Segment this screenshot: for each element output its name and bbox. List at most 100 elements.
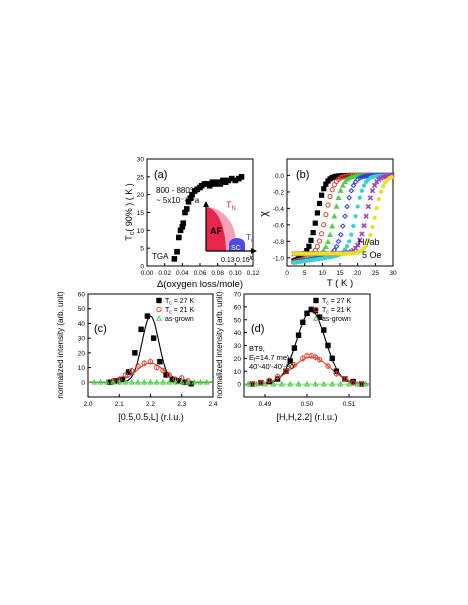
susceptibility-point xyxy=(319,251,324,256)
tc-vs-oxygen-loss-point xyxy=(174,248,180,255)
tn-label: TN xyxy=(226,200,236,212)
susceptibility-point xyxy=(291,251,297,256)
susceptibility-point xyxy=(351,223,356,229)
intensity-point xyxy=(172,379,179,385)
intensity-point xyxy=(147,358,154,365)
susceptibility-point xyxy=(328,255,333,260)
susceptibility-point xyxy=(323,251,328,256)
susceptibility-point xyxy=(371,182,378,189)
susceptibility-point xyxy=(365,203,371,210)
intensity-point xyxy=(122,379,129,385)
susceptibility-point xyxy=(302,251,307,256)
x-tick-label: 10 xyxy=(319,270,327,277)
sc-dome xyxy=(229,238,245,251)
intensity-point xyxy=(345,380,353,387)
legend-label: as-grown xyxy=(165,316,194,323)
x-tick-label: 0.08 xyxy=(211,270,224,277)
susceptibility-point xyxy=(339,182,346,188)
susceptibility-point xyxy=(298,259,303,264)
legend-label: Tc = 27 K xyxy=(165,298,194,307)
intensity-point xyxy=(141,379,148,385)
susceptibility-point xyxy=(361,173,367,180)
panel-label-c: (c) xyxy=(94,323,107,335)
susceptibility-point xyxy=(308,237,314,243)
y-tick-label: -0.2 xyxy=(273,189,285,196)
susceptibility-point xyxy=(328,251,333,256)
intensity-point xyxy=(245,380,252,387)
legend-marker xyxy=(312,315,320,321)
susceptibility-point xyxy=(310,229,316,236)
intensity-point xyxy=(320,380,327,387)
intensity-point xyxy=(316,356,323,363)
susceptibility-point xyxy=(325,255,331,260)
susceptibility-point xyxy=(316,238,323,244)
susceptibility-point xyxy=(306,251,312,256)
susceptibility-point xyxy=(346,194,352,201)
intensity-point xyxy=(304,310,310,317)
susceptibility-point xyxy=(332,254,337,259)
susceptibility-point xyxy=(315,257,320,262)
intensity-point xyxy=(159,379,167,385)
susceptibility-point xyxy=(327,231,334,238)
susceptibility-point xyxy=(366,239,371,244)
susceptibility-point xyxy=(349,251,354,256)
susceptibility-point xyxy=(336,251,341,256)
susceptibility-point xyxy=(319,231,325,237)
susceptibility-point xyxy=(319,192,325,198)
panel-label-b: (b) xyxy=(296,169,309,181)
x-tick-label: 0.51 xyxy=(343,401,356,408)
x-tick-label: 0 xyxy=(285,270,289,277)
susceptibility-point xyxy=(323,255,328,260)
intensity-point xyxy=(300,319,306,326)
legend-marker xyxy=(156,297,162,304)
inset-tick-1: 0.13 xyxy=(221,257,235,264)
susceptibility-point xyxy=(333,203,340,209)
susceptibility-point xyxy=(376,197,381,202)
susceptibility-point xyxy=(321,222,327,228)
intensity-point xyxy=(291,362,298,368)
intensity-point xyxy=(283,368,289,374)
intensity-point xyxy=(270,380,277,387)
intensity-point xyxy=(163,372,169,378)
y-axis-label-c: normalized intensity (arb. unit) xyxy=(56,291,65,398)
susceptibility-point xyxy=(329,187,335,193)
susceptibility-point xyxy=(323,211,329,218)
susceptibility-point xyxy=(329,223,336,229)
y-axis-label-a: Tc( 90% ) ( K ) xyxy=(124,183,136,241)
intensity-point xyxy=(153,379,160,385)
intensity-point xyxy=(141,360,147,366)
y-tick-label: 20 xyxy=(137,192,145,199)
intensity-point xyxy=(291,345,298,351)
susceptibility-point xyxy=(314,210,320,216)
susceptibility-point xyxy=(342,251,348,256)
intensity-point xyxy=(278,380,285,387)
y-tick-label: 0 xyxy=(237,382,241,389)
intensity-point xyxy=(169,376,176,383)
susceptibility-point xyxy=(340,251,345,256)
susceptibility-point xyxy=(355,204,360,209)
susceptibility-point xyxy=(311,257,316,262)
intensity-point xyxy=(249,381,256,387)
susceptibility-point xyxy=(321,186,327,192)
inset-x-label: x xyxy=(248,253,254,262)
y-axis-label-d: normalized intensity (arb. unit) xyxy=(215,291,224,398)
susceptibility-point xyxy=(337,187,344,193)
susceptibility-point xyxy=(306,243,312,249)
susceptibility-point xyxy=(313,257,318,262)
susceptibility-point xyxy=(344,244,350,249)
susceptibility-point xyxy=(351,251,356,256)
y-tick-label: 30 xyxy=(137,157,145,164)
y-tick-label: 20 xyxy=(234,356,242,363)
susceptibility-point xyxy=(370,174,375,180)
x-tick-label: 0.10 xyxy=(229,270,242,277)
susceptibility-point xyxy=(357,249,362,254)
intensity-point xyxy=(160,367,166,374)
intensity-point xyxy=(303,380,311,387)
susceptibility-point xyxy=(372,215,377,220)
tc-vs-oxygen-loss-point xyxy=(180,220,187,226)
x-axis-label-c: [0.5,0.5,L] (r.l.u.) xyxy=(118,412,184,422)
x-tick-label: 0.49 xyxy=(259,401,272,408)
susceptibility-point xyxy=(355,250,360,255)
x-axis-label-a: Δ(oxygen loss/mole) xyxy=(157,279,243,290)
